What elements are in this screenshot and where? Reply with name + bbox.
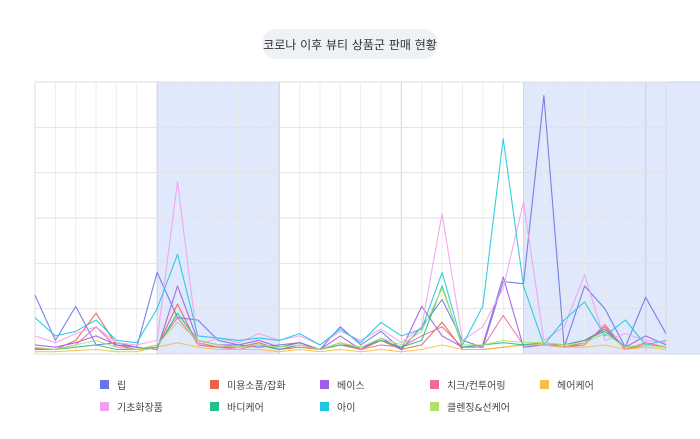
legend-swatch <box>210 380 219 389</box>
legend-label: 클렌징&선케어 <box>447 403 510 414</box>
legend-swatch <box>430 402 439 411</box>
legend-item-2[interactable]: 미용소품/잡화 <box>210 377 286 392</box>
series-line-5 <box>35 342 667 353</box>
legend-label: 헤어케어 <box>557 381 594 392</box>
legend-item-1[interactable]: 립 <box>100 377 126 392</box>
legend-swatch <box>210 402 219 411</box>
legend-label: 미용소품/잡화 <box>227 381 286 392</box>
legend-label: 바디케어 <box>227 403 264 414</box>
legend-item-6[interactable]: 기초화장품 <box>100 399 163 414</box>
chart-title: 코로나 이후 뷰티 상품군 판매 현황 <box>262 29 438 59</box>
legend-label: 베이스 <box>337 381 365 392</box>
legend-item-5[interactable]: 헤어케어 <box>540 377 594 392</box>
legend-label: 아이 <box>337 403 356 414</box>
legend-item-7[interactable]: 바디케어 <box>210 399 264 414</box>
legend-label: 립 <box>117 381 127 392</box>
legend-label: 치크/컨투어링 <box>447 381 506 392</box>
legend-swatch <box>320 380 329 389</box>
series-line-9 <box>34 287 667 351</box>
legend-swatch <box>320 402 329 411</box>
legend-item-9[interactable]: 클렌징&선케어 <box>430 399 510 414</box>
legend-swatch <box>540 380 549 389</box>
legend-item-3[interactable]: 베이스 <box>320 377 365 392</box>
grid <box>34 81 667 355</box>
series-lines <box>34 95 667 353</box>
legend-label: 기초화장품 <box>117 403 163 414</box>
legend-swatch <box>430 380 439 389</box>
legend-swatch <box>100 402 109 411</box>
legend-item-8[interactable]: 아이 <box>320 399 355 414</box>
legend-swatch <box>100 380 109 389</box>
legend-item-4[interactable]: 치크/컨투어링 <box>430 377 506 392</box>
series-line-8 <box>34 138 667 346</box>
